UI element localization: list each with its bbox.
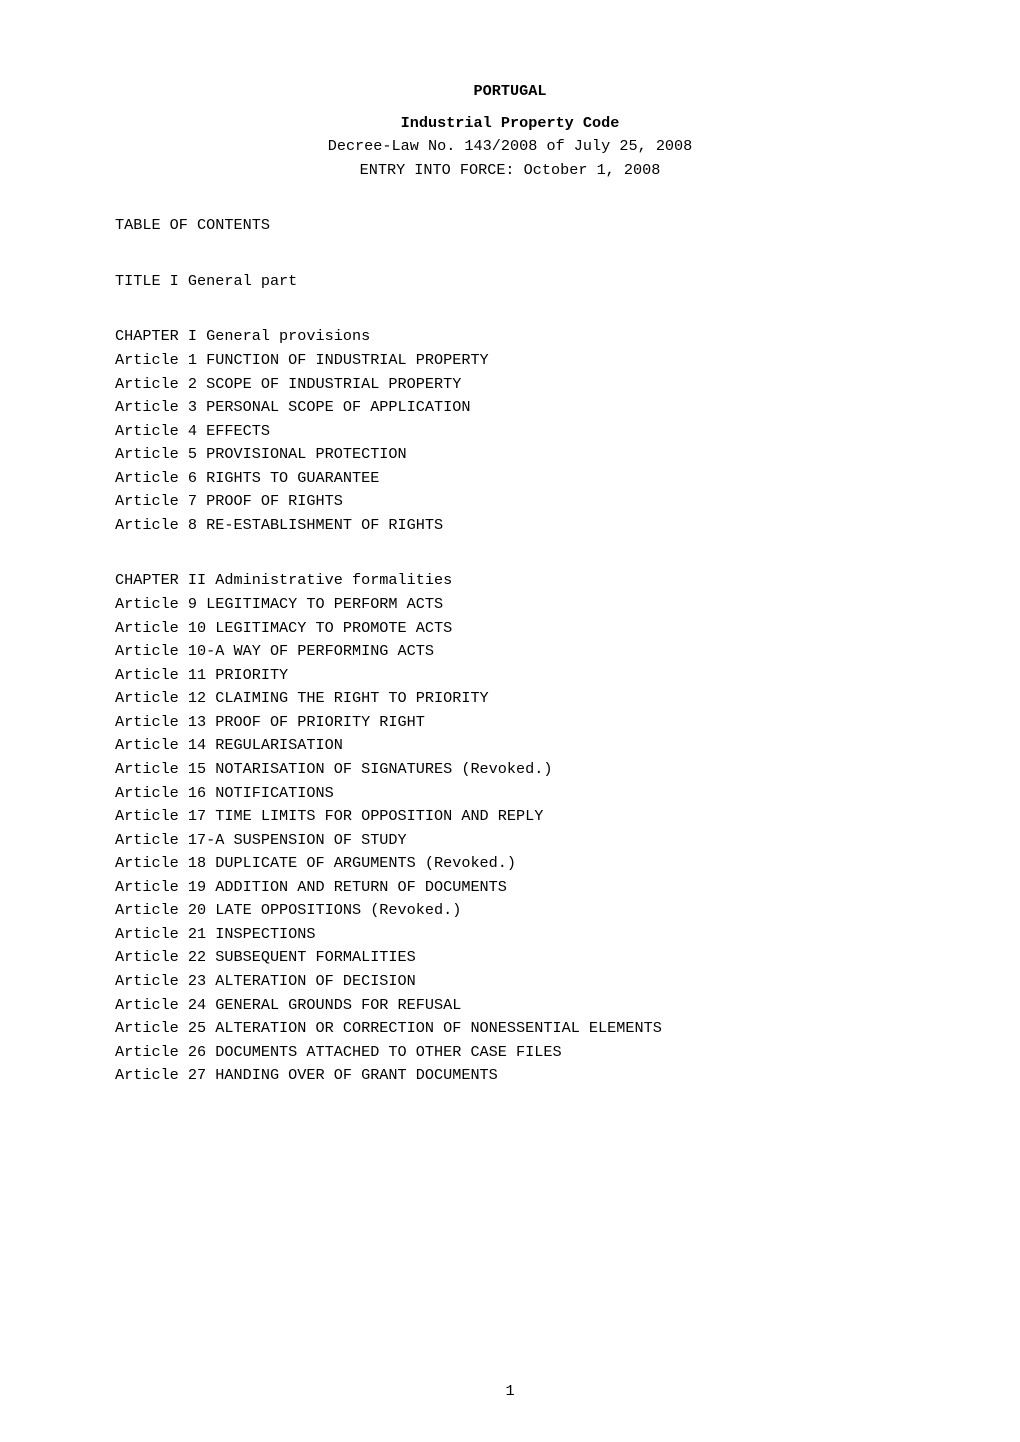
- toc-article: Article 21 INSPECTIONS: [115, 923, 905, 947]
- toc-article: Article 26 DOCUMENTS ATTACHED TO OTHER C…: [115, 1041, 905, 1065]
- toc-article: Article 17-A SUSPENSION OF STUDY: [115, 829, 905, 853]
- toc-article: Article 27 HANDING OVER OF GRANT DOCUMEN…: [115, 1064, 905, 1088]
- toc-article: Article 18 DUPLICATE OF ARGUMENTS (Revok…: [115, 852, 905, 876]
- toc-article: Article 11 PRIORITY: [115, 664, 905, 688]
- toc-article: Article 13 PROOF OF PRIORITY RIGHT: [115, 711, 905, 735]
- toc-article: Article 10 LEGITIMACY TO PROMOTE ACTS: [115, 617, 905, 641]
- toc-article: Article 8 RE-ESTABLISHMENT OF RIGHTS: [115, 514, 905, 538]
- toc-article: Article 6 RIGHTS TO GUARANTEE: [115, 467, 905, 491]
- toc-article: Article 4 EFFECTS: [115, 420, 905, 444]
- toc-article: Article 24 GENERAL GROUNDS FOR REFUSAL: [115, 994, 905, 1018]
- toc-article: Article 19 ADDITION AND RETURN OF DOCUME…: [115, 876, 905, 900]
- toc-article: Article 20 LATE OPPOSITIONS (Revoked.): [115, 899, 905, 923]
- toc-article: Article 15 NOTARISATION OF SIGNATURES (R…: [115, 758, 905, 782]
- spacer: [115, 293, 905, 325]
- toc-article: Article 12 CLAIMING THE RIGHT TO PRIORIT…: [115, 687, 905, 711]
- spacer: [115, 537, 905, 569]
- toc-article: Article 17 TIME LIMITS FOR OPPOSITION AN…: [115, 805, 905, 829]
- toc-article: Article 16 NOTIFICATIONS: [115, 782, 905, 806]
- chapter-1-heading: CHAPTER I General provisions: [115, 325, 905, 349]
- toc-article: Article 1 FUNCTION OF INDUSTRIAL PROPERT…: [115, 349, 905, 373]
- toc-article: Article 2 SCOPE OF INDUSTRIAL PROPERTY: [115, 373, 905, 397]
- country-heading: PORTUGAL: [115, 80, 905, 104]
- toc-article: Article 3 PERSONAL SCOPE OF APPLICATION: [115, 396, 905, 420]
- toc-heading: TABLE OF CONTENTS: [115, 214, 905, 238]
- toc-article: Article 23 ALTERATION OF DECISION: [115, 970, 905, 994]
- toc-article: Article 14 REGULARISATION: [115, 734, 905, 758]
- document-title: Industrial Property Code: [115, 112, 905, 136]
- page-number: 1: [0, 1380, 1020, 1404]
- toc-article: Article 25 ALTERATION OR CORRECTION OF N…: [115, 1017, 905, 1041]
- spacer: [115, 104, 905, 112]
- spacer: [115, 182, 905, 214]
- entry-force-line: ENTRY INTO FORCE: October 1, 2008: [115, 159, 905, 183]
- title-heading: TITLE I General part: [115, 270, 905, 294]
- toc-article: Article 5 PROVISIONAL PROTECTION: [115, 443, 905, 467]
- toc-article: Article 7 PROOF OF RIGHTS: [115, 490, 905, 514]
- decree-line: Decree-Law No. 143/2008 of July 25, 2008: [115, 135, 905, 159]
- chapter-2-heading: CHAPTER II Administrative formalities: [115, 569, 905, 593]
- toc-article: Article 9 LEGITIMACY TO PERFORM ACTS: [115, 593, 905, 617]
- toc-article: Article 22 SUBSEQUENT FORMALITIES: [115, 946, 905, 970]
- document-page: PORTUGAL Industrial Property Code Decree…: [0, 0, 1020, 1442]
- toc-article: Article 10-A WAY OF PERFORMING ACTS: [115, 640, 905, 664]
- spacer: [115, 238, 905, 270]
